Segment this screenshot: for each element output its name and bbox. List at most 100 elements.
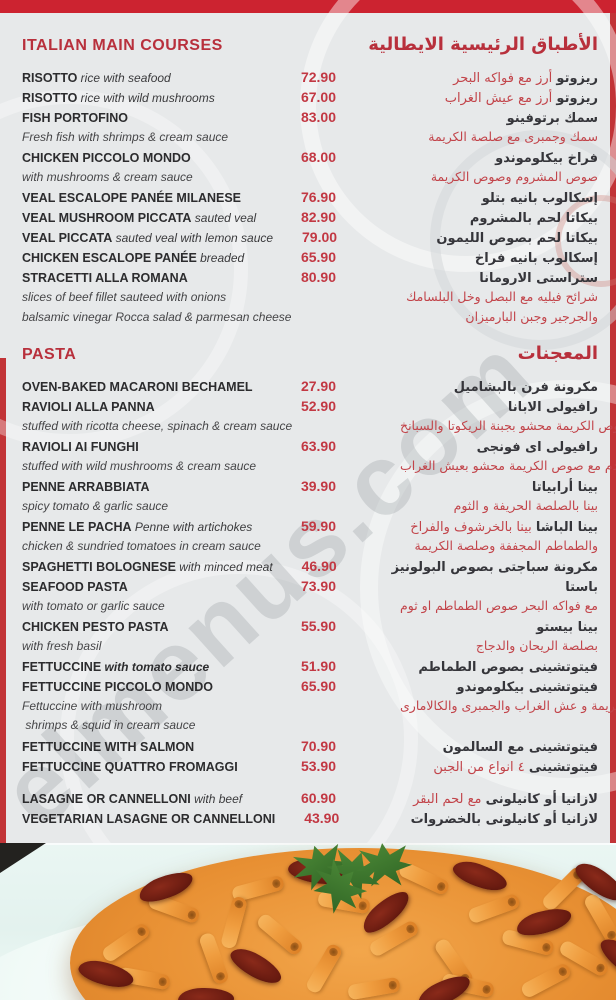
menu-item-row: RISOTTO rice with seafood 72.90 ريزوتو أرز…	[22, 69, 598, 89]
item-desc-ar: سمك وجمبرى مع صلصة الكريمة	[428, 129, 598, 144]
item-price: 70.90	[300, 738, 336, 754]
item-price: 82.90	[300, 209, 336, 225]
item-name-ar: ستراستى الارومانا	[479, 271, 598, 286]
item-desc-row: chicken & sundried tomatoes in cream sau…	[22, 538, 598, 558]
item-name-ar: بينا أرابياتا	[531, 480, 598, 495]
right-red-strip	[610, 13, 616, 843]
item-name-en: VEGETARIAN LASAGNE OR CANNELLONI	[22, 812, 276, 826]
section-title-ar: الأطباق الرئيسية الايطالية	[368, 34, 598, 55]
photo-dark-corner	[0, 843, 46, 873]
item-desc-row: stuffed with wild mushrooms & cream sauc…	[22, 458, 616, 478]
photo-top-edge	[0, 843, 616, 845]
menu-item-row: VEAL PICCATA sauted veal with lemon sauc…	[22, 229, 598, 249]
item-name-en: SPAGHETTI BOLOGNESE with minced meat	[22, 560, 273, 574]
menu-item-row: VEGETARIAN LASAGNE OR CANNELLONI 43.90 لاز…	[22, 810, 598, 830]
item-desc-row: spicy tomato & garlic sauce بينا بالصلصة …	[22, 498, 598, 518]
item-price: 46.90	[301, 558, 337, 574]
item-desc-en: stuffed with ricotta cheese, spinach & c…	[22, 419, 293, 433]
menu-item-row: SPAGHETTI BOLOGNESE with minced meat 46.9…	[22, 558, 598, 578]
item-name-ar: بيكاتا لحم بصوص الليمون	[436, 231, 598, 246]
spacer	[22, 778, 598, 790]
section-title-en: PASTA	[22, 346, 77, 363]
menu-item-row: PENNE LE PACHA Penne with artichokes 59.9…	[22, 518, 598, 538]
item-price: 67.00	[300, 89, 336, 105]
item-desc-en: shrimps & squid in cream sauce	[22, 718, 196, 732]
item-name-ar: فيتوتشينى ٤ انواع من الجبن	[433, 760, 598, 775]
item-name-ar: فيتوتشينى بيكلوموندو	[456, 680, 598, 695]
item-name-ar: إسكالوب بانيه بتلو	[481, 191, 598, 206]
item-name-en: SEAFOOD PASTA	[22, 580, 128, 594]
menu-item-row: RAVIOLI AI FUNGHI 63.90 رافيولى اى فونجى	[22, 438, 598, 458]
menu-item-row: OVEN-BAKED MACARONI BECHAMEL 27.90 مكرونة …	[22, 378, 598, 398]
item-desc-en: Fresh fish with shrimps & cream sauce	[22, 130, 229, 144]
menu-item-row: SEAFOOD PASTA 73.90 باستا	[22, 578, 598, 598]
item-name-ar: مكرونة فرن بالبشاميل	[453, 380, 598, 395]
item-price: 73.90	[300, 578, 336, 594]
item-price: 72.90	[300, 69, 336, 85]
item-name-ar: لازانيا أو كانيلونى مع لحم البقر	[413, 792, 598, 807]
item-name-en: RISOTTO rice with seafood	[22, 71, 171, 85]
section-title-en: ITALIAN MAIN COURSES	[22, 37, 223, 54]
item-name-en: FISH PORTOFINO	[22, 111, 129, 125]
menu-item-row: FISH PORTOFINO 83.00 سمك برتوفينو	[22, 109, 598, 129]
menu-item-row: RAVIOLI ALLA PANNA 52.90 رافيولى الابانا	[22, 398, 598, 418]
item-name-en: VEAL PICCATA sauted veal with lemon sauc…	[22, 231, 274, 245]
item-desc-en: slices of beef fillet sauteed with onion…	[22, 290, 227, 304]
menu-item-row: PENNE ARRABBIATA 39.90 بينا أرابياتا	[22, 478, 598, 498]
item-desc-row: balsamic vinegar Rocca salad & parmesan …	[22, 309, 598, 329]
item-desc-ar: والطماطم المجففة وصلصة الكريمة	[414, 538, 598, 553]
item-price: 60.90	[300, 790, 336, 806]
item-desc-ar: مع الكريمة و عش الغراب والجمبرى والكالام…	[400, 698, 616, 713]
item-price: 68.00	[300, 149, 336, 165]
item-desc-en: with tomato or garlic sauce	[22, 599, 165, 613]
item-name-en: RAVIOLI ALLA PANNA	[22, 400, 155, 414]
item-desc-row: with mushrooms & cream sauce صوص المشروم …	[22, 169, 598, 189]
item-desc-row: Fresh fish with shrimps & cream sauce سمك…	[22, 129, 598, 149]
item-price: 55.90	[300, 618, 336, 634]
item-name-ar: سمك برتوفينو	[506, 111, 598, 126]
item-price: 59.90	[300, 518, 336, 534]
item-name-ar: رافيولى الابانا	[507, 400, 598, 415]
item-desc-en: spicy tomato & garlic sauce	[22, 499, 169, 513]
item-price: 65.90	[300, 249, 336, 265]
item-name-en: VEAL ESCALOPE PANÉE MILANESE	[22, 191, 242, 205]
item-price: 63.90	[300, 438, 336, 454]
menu-item-row: STRACETTI ALLA ROMANA 80.90 ستراستى الاروم…	[22, 269, 598, 289]
item-name-ar: بيكاتا لحم بالمشروم	[469, 211, 598, 226]
menu-item-row: VEAL MUSHROOM PICCATA sauted veal 82.90 بي…	[22, 209, 598, 229]
menu-item-row: FETTUCCINE WITH SALMON 70.90 فيتوتشينى مع …	[22, 738, 598, 758]
item-name-ar: بينا بيستو	[536, 620, 598, 635]
item-name-en: RAVIOLI AI FUNGHI	[22, 440, 139, 454]
item-name-en: CHICKEN PESTO PASTA	[22, 620, 169, 634]
item-price: 53.90	[300, 758, 336, 774]
item-name-en: FETTUCCINE PICCOLO MONDO	[22, 680, 213, 694]
item-name-ar: فراخ بيكلوموندو	[495, 151, 598, 166]
section-header: PASTA المعجنات	[22, 343, 598, 364]
top-red-bar	[0, 0, 616, 13]
item-desc-ar: والجرجير وجبن البارميزان	[465, 309, 598, 324]
item-desc-ar: شرائح فيليه مع البصل وخل البلسامك	[406, 289, 598, 304]
item-price: 79.00	[302, 229, 338, 245]
item-name-ar: لازانيا أو كانيلونى بالخضروات	[410, 812, 598, 827]
item-price: 65.90	[300, 678, 336, 694]
menu-item-row: LASAGNE OR CANNELLONI with beef 60.90 لازا…	[22, 790, 598, 810]
menu-content: ITALIAN MAIN COURSES الأطباق الرئيسية الا…	[22, 30, 616, 830]
section-header: ITALIAN MAIN COURSES الأطباق الرئيسية الا…	[22, 34, 598, 55]
item-name-en: VEAL MUSHROOM PICCATA sauted veal	[22, 211, 257, 225]
item-desc-ar: يقدم مع صوص الكريمة محشو بجبنة الريكوتا …	[400, 418, 616, 433]
menu-item-row: CHICKEN PESTO PASTA 55.90 بينا بيستو	[22, 618, 598, 638]
menu-item-row: RISOTTO rice with wild mushrooms 67.00 ريز…	[22, 89, 598, 109]
item-price: 39.90	[300, 478, 336, 494]
item-desc-en: with fresh basil	[22, 639, 102, 653]
item-price: 51.90	[300, 658, 336, 674]
item-name-ar: رافيولى اى فونجى	[476, 440, 598, 455]
item-desc-row: stuffed with ricotta cheese, spinach & c…	[22, 418, 616, 438]
item-name-en: PENNE LE PACHA Penne with artichokes	[22, 520, 253, 534]
item-desc-en: balsamic vinegar Rocca salad & parmesan …	[22, 310, 292, 324]
item-name-ar: إسكالوب بانيه فراخ	[474, 251, 598, 266]
menu-item-row: CHICKEN ESCALOPE PANÉE breaded 65.90 إسكال…	[22, 249, 598, 269]
menu-item-row: VEAL ESCALOPE PANÉE MILANESE 76.90 إسكالوب…	[22, 189, 598, 209]
item-name-ar: مكرونة سباجتى بصوص البولونيز	[391, 560, 598, 575]
item-price: 43.90	[304, 810, 340, 826]
item-desc-row: with fresh basil بصلصة الريحان والدجاج	[22, 638, 598, 658]
